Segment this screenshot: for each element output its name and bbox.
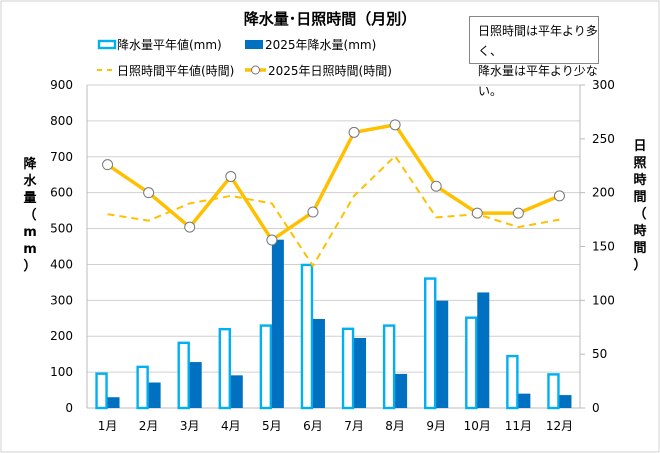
y2-tick-label: 300 bbox=[592, 78, 615, 92]
precip-2025-bar bbox=[395, 373, 408, 408]
sunshine-2025-point bbox=[143, 187, 155, 199]
legend-label: 降水量平年値(mm) bbox=[117, 37, 222, 52]
x-tick-label: 12月 bbox=[546, 419, 573, 433]
sunshine-2025-point bbox=[553, 190, 565, 202]
sunshine-2025-point bbox=[307, 206, 319, 218]
y2-tick-label: 0 bbox=[592, 401, 600, 415]
precip-2025-bar bbox=[271, 239, 284, 408]
y-tick-label: 300 bbox=[50, 293, 73, 307]
y-tick-label: 100 bbox=[50, 365, 73, 379]
y-tick-label: 500 bbox=[50, 222, 73, 236]
x-tick-label: 2月 bbox=[139, 419, 159, 433]
y2-tick-label: 150 bbox=[592, 240, 615, 254]
normal-precip-bar bbox=[136, 365, 149, 410]
sunshine-2025-point bbox=[102, 159, 114, 171]
precip-2025-bar bbox=[518, 393, 531, 408]
sunshine-2025-point bbox=[471, 207, 483, 219]
normal-sunshine-line bbox=[107, 154, 560, 268]
y2-axis-label: 日照時間（時間） bbox=[633, 139, 646, 273]
precip-2025-bar bbox=[354, 338, 367, 408]
x-tick-label: 11月 bbox=[505, 419, 532, 433]
precip-2025-bar bbox=[230, 375, 243, 408]
normal-precip-bar bbox=[95, 372, 108, 410]
normal-precip-bar bbox=[177, 341, 190, 410]
x-tick-label: 7月 bbox=[344, 419, 364, 433]
sunshine-2025-line bbox=[106, 123, 561, 242]
y2-tick-label: 100 bbox=[592, 293, 615, 307]
normal-precip-bar bbox=[506, 354, 519, 410]
y2-tick-label: 250 bbox=[592, 132, 615, 146]
precip-2025-bar bbox=[107, 397, 120, 408]
precip-2025-bar bbox=[436, 300, 449, 408]
normal-precip-bar bbox=[218, 327, 231, 410]
y-axis-label: 降水量（ m m） bbox=[23, 156, 37, 274]
x-tick-label: 4月 bbox=[221, 419, 241, 433]
legend-label: 2025年日照時間(時間) bbox=[268, 64, 392, 78]
y-tick-label: 200 bbox=[50, 329, 73, 343]
annotation-line-2: 降水量は平年より少ない。 bbox=[478, 64, 598, 98]
precip-2025-bar bbox=[148, 382, 161, 408]
normal-precip-bar bbox=[382, 324, 396, 410]
y-tick-label: 0 bbox=[65, 401, 73, 415]
y-tick-label: 600 bbox=[50, 186, 73, 200]
y2-tick-label: 200 bbox=[592, 186, 615, 200]
y-tick-label: 400 bbox=[50, 257, 73, 271]
normal-precip-bar bbox=[465, 316, 478, 410]
x-tick-label: 5月 bbox=[262, 419, 282, 433]
x-tick-label: 6月 bbox=[303, 419, 323, 433]
sunshine-2025-point bbox=[266, 234, 278, 246]
x-tick-label: 10月 bbox=[464, 419, 491, 433]
y-tick-label: 800 bbox=[50, 114, 73, 128]
sunshine-2025-point bbox=[512, 207, 524, 219]
x-tick-label: 1月 bbox=[98, 419, 118, 433]
x-tick-label: 3月 bbox=[180, 419, 200, 433]
annotation-line-1: 日照時間は平年より多く、 bbox=[478, 24, 598, 58]
precip-2025-bar bbox=[189, 362, 202, 408]
x-tick-label: 8月 bbox=[385, 419, 405, 433]
sunshine-2025-point bbox=[348, 126, 360, 138]
sunshine-2025-point bbox=[225, 171, 237, 183]
legend-swatch-precip-2025 bbox=[245, 40, 263, 49]
normal-precip-bar bbox=[259, 324, 273, 410]
sunshine-2025-point bbox=[184, 221, 196, 233]
normal-precip-bar bbox=[300, 263, 314, 410]
annotation-box: 日照時間は平年より多く、 降水量は平年より少ない。 bbox=[469, 16, 599, 98]
y2-tick-label: 50 bbox=[592, 347, 607, 361]
legend-swatch-normal-precip bbox=[97, 39, 117, 50]
legend-label: 日照時間平年値(時間) bbox=[117, 63, 234, 78]
legend-label: 2025年降水量(mm) bbox=[265, 38, 376, 52]
normal-precip-bar bbox=[341, 327, 355, 410]
normal-precip-bar bbox=[547, 373, 560, 410]
normal-precip-bar bbox=[424, 277, 437, 410]
precip-2025-bar bbox=[477, 292, 490, 408]
sunshine-2025-point bbox=[430, 180, 442, 192]
sunshine-2025-point bbox=[389, 119, 401, 131]
chart-title: 降水量･日照時間（月別） bbox=[244, 10, 417, 28]
precip-2025-bar bbox=[559, 395, 572, 408]
precip-2025-bar bbox=[312, 318, 325, 408]
y-tick-label: 700 bbox=[50, 150, 73, 164]
y-tick-label: 900 bbox=[50, 78, 73, 92]
x-tick-label: 9月 bbox=[426, 419, 446, 433]
legend-marker-sunshine-2025 bbox=[251, 65, 260, 75]
